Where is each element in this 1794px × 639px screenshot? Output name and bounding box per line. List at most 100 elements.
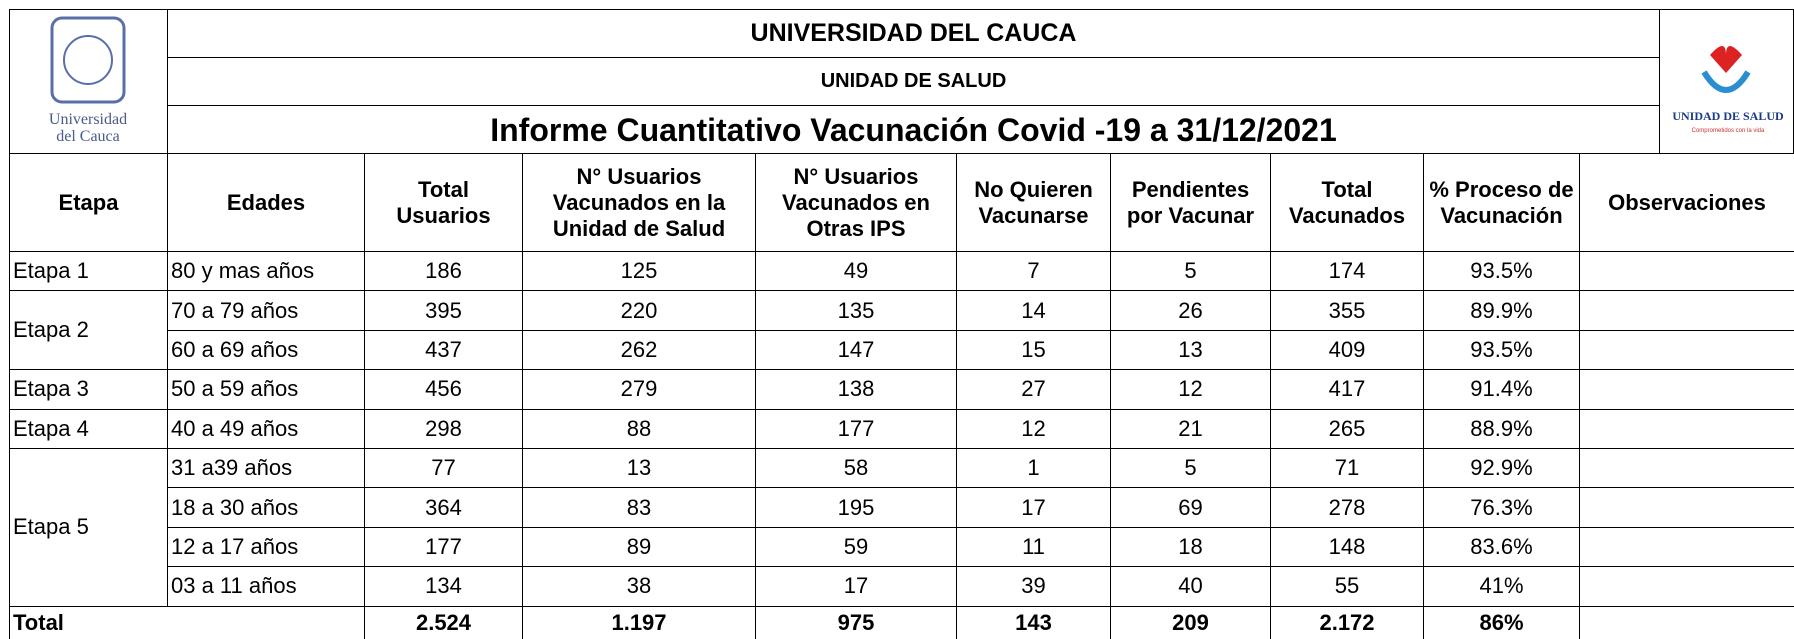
cell: 17 xyxy=(956,487,1111,528)
cell: 71 xyxy=(1270,447,1424,489)
cell: 148 xyxy=(1270,526,1424,568)
cell: 83 xyxy=(522,487,756,528)
observation xyxy=(1579,250,1794,292)
row: Etapa 5 31 a39 años 77 13 58 1 5 71 92.9% xyxy=(9,447,1794,607)
total-cell: 86% xyxy=(1423,605,1580,639)
cell: 55 xyxy=(1270,566,1424,607)
cell: 278 xyxy=(1270,487,1424,528)
cell: 26 xyxy=(1110,290,1271,331)
cell: 409 xyxy=(1270,329,1424,371)
column-header: No Quieren Vacunarse xyxy=(956,153,1111,252)
logo-graphic: UNIDAD DE SALUD Comprometidos con la vid… xyxy=(1672,46,1784,134)
column-header: Edades xyxy=(167,153,365,252)
cell: 21 xyxy=(1110,408,1271,449)
cell: 88.9% xyxy=(1423,408,1580,449)
row: 60 a 69 años 437 262 147 15 13 409 93.5% xyxy=(10,329,1794,371)
observation xyxy=(1579,487,1794,528)
header-row: Etapa Edades Total Usuarios N° Usuarios Vac… xyxy=(9,153,1794,252)
age-range: 03 a 11 años xyxy=(167,566,365,607)
cell: 40 xyxy=(1110,566,1271,607)
cell: 58 xyxy=(755,447,957,489)
cell: 135 xyxy=(755,290,957,331)
total-cell: 209 xyxy=(1110,605,1271,639)
cell: 77 xyxy=(364,447,523,489)
total-cell: 2.524 xyxy=(364,605,523,639)
stage: Etapa 3 xyxy=(9,369,168,410)
total-cell: 975 xyxy=(755,605,957,639)
age-range: 60 a 69 años xyxy=(167,329,365,371)
age-range: 31 a39 años xyxy=(167,447,365,489)
cell: 134 xyxy=(364,566,523,607)
university: UNIVERSIDAD DEL CAUCA xyxy=(168,10,1659,58)
cell: 417 xyxy=(1270,369,1424,410)
cell: 186 xyxy=(364,250,523,292)
stage: Etapa 2 xyxy=(9,290,168,371)
heart xyxy=(1710,46,1742,73)
column-header: N° Usuarios Vacunados en Otras IPS xyxy=(755,153,957,252)
cell: 83.6% xyxy=(1423,526,1580,568)
cell: 91.4% xyxy=(1423,369,1580,410)
total-cell: 2.172 xyxy=(1270,605,1424,639)
total-cell: 1.197 xyxy=(522,605,756,639)
logo-text: del Cauca xyxy=(56,128,120,145)
cell: 355 xyxy=(1270,290,1424,331)
crest xyxy=(50,16,126,104)
cell: 18 xyxy=(1110,526,1271,568)
row: 12 a 17 años 177 89 59 11 18 148 83.6% xyxy=(10,526,1794,568)
cell: 177 xyxy=(364,526,523,568)
cell: 364 xyxy=(364,487,523,528)
logo-tagline: Comprometidos con la vida xyxy=(1692,128,1765,134)
cell: 262 xyxy=(522,329,756,371)
column-header: Observaciones xyxy=(1579,153,1794,252)
stage: Etapa 5 xyxy=(9,447,168,607)
column-header: Total Vacunados xyxy=(1270,153,1424,252)
row: Etapa 3 50 a 59 años 456 279 138 27 12 417 91.4% xyxy=(9,369,1794,410)
logo-text: UNIDAD DE SALUD xyxy=(1672,109,1784,123)
cell: 298 xyxy=(364,408,523,449)
row: 03 a 11 años 134 38 17 39 40 55 41% xyxy=(10,566,1794,607)
cell: 93.5% xyxy=(1423,329,1580,371)
column-header: Etapa xyxy=(9,153,168,252)
observation xyxy=(1579,447,1794,489)
total-label: Total xyxy=(9,605,365,639)
cell: 13 xyxy=(1110,329,1271,371)
cell: 437 xyxy=(364,329,523,371)
cell: 59 xyxy=(755,526,957,568)
stage: Etapa 4 xyxy=(9,408,168,449)
column-header: N° Usuarios Vacunados en la Unidad de Sa… xyxy=(522,153,756,252)
cell: 69 xyxy=(1110,487,1271,528)
cell: 12 xyxy=(956,408,1111,449)
cell: 93.5% xyxy=(1423,250,1580,292)
age-range: 80 y mas años xyxy=(167,250,365,292)
observation xyxy=(1579,408,1794,449)
cell: 13 xyxy=(522,447,756,489)
cell: 39 xyxy=(956,566,1111,607)
age-range: 50 a 59 años xyxy=(167,369,365,410)
observation xyxy=(1579,369,1794,410)
column-header: Total Usuarios xyxy=(364,153,523,252)
cell: 456 xyxy=(364,369,523,410)
column-header: % Proceso de Vacunación xyxy=(1423,153,1580,252)
row: Etapa 4 40 a 49 años 298 88 177 12 21 265 88.9% xyxy=(9,408,1794,449)
cell: 195 xyxy=(755,487,957,528)
cell: 177 xyxy=(755,408,957,449)
data-table: Etapa Edades Total Usuarios N° Usuarios Vac… xyxy=(9,153,1794,639)
right-logo: UNIDAD DE SALUD Comprometidos con la vid… xyxy=(1659,9,1794,154)
header: UNIVERSIDAD DEL CAUCA UNIDAD DE SALUD In… xyxy=(167,9,1660,154)
cell: 41% xyxy=(1423,566,1580,607)
cell: 174 xyxy=(1270,250,1424,292)
total-cell: 143 xyxy=(956,605,1111,639)
row: 18 a 30 años 364 83 195 17 69 278 76.3% xyxy=(10,487,1794,528)
age-range: 12 a 17 años xyxy=(167,526,365,568)
cell: 1 xyxy=(956,447,1111,489)
observation xyxy=(1579,526,1794,568)
cell: 14 xyxy=(956,290,1111,331)
cell: 125 xyxy=(522,250,756,292)
row: Etapa 2 70 a 79 años 395 220 135 14 26 355 89.9% xyxy=(9,290,1794,371)
cell: 15 xyxy=(956,329,1111,371)
logo-graphic: Universidad del Cauca xyxy=(49,16,127,145)
crest-ring xyxy=(63,35,113,85)
cell: 89 xyxy=(522,526,756,568)
cell: 7 xyxy=(956,250,1111,292)
row: Etapa 1 80 y mas años 186 125 49 7 5 174 93.5% xyxy=(9,250,1794,292)
